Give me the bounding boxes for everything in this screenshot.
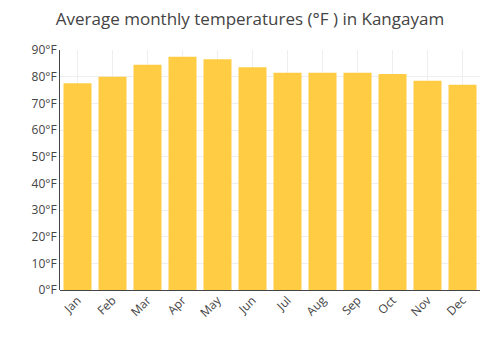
svg-text:20°F: 20°F: [32, 228, 57, 245]
svg-text:May: May: [196, 291, 225, 320]
svg-text:Apr: Apr: [164, 292, 190, 318]
svg-text:Oct: Oct: [374, 292, 400, 318]
svg-text:Nov: Nov: [407, 292, 435, 320]
svg-text:Jul: Jul: [272, 292, 294, 314]
svg-text:Sep: Sep: [338, 292, 365, 319]
svg-text:90°F: 90°F: [32, 41, 57, 58]
svg-text:Mar: Mar: [127, 292, 155, 320]
svg-text:Average monthly temperatures (: Average monthly temperatures (°F ) in Ka…: [56, 7, 444, 30]
svg-text:80°F: 80°F: [32, 68, 57, 85]
svg-text:50°F: 50°F: [32, 148, 57, 165]
svg-text:Dec: Dec: [443, 292, 470, 319]
svg-text:40°F: 40°F: [32, 175, 57, 192]
svg-text:Jun: Jun: [234, 292, 259, 317]
svg-text:60°F: 60°F: [32, 121, 57, 138]
svg-text:Aug: Aug: [302, 292, 330, 320]
svg-text:70°F: 70°F: [32, 95, 57, 112]
svg-text:Feb: Feb: [93, 292, 119, 318]
svg-text:10°F: 10°F: [32, 255, 57, 272]
svg-text:30°F: 30°F: [32, 201, 57, 218]
svg-text:Jan: Jan: [60, 292, 85, 317]
svg-text:0°F: 0°F: [38, 281, 56, 298]
